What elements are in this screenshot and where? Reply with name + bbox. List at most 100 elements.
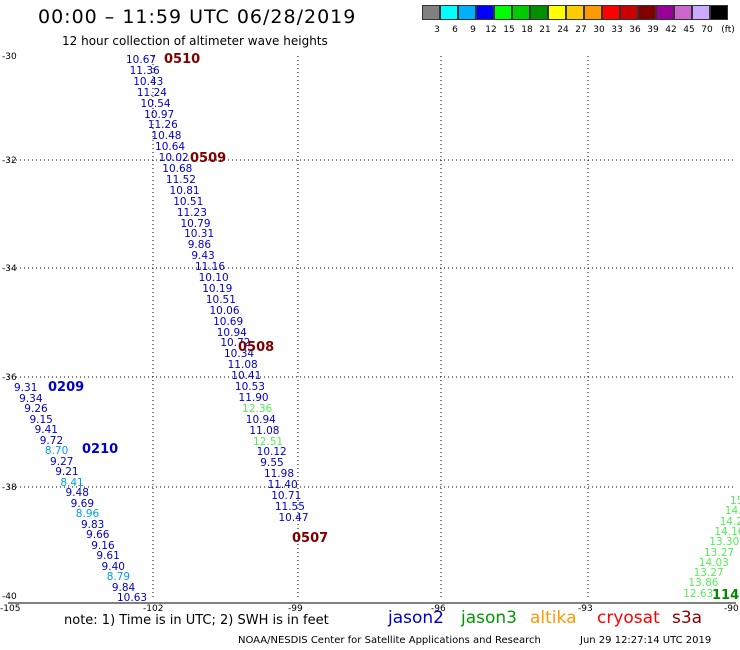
wave-height-value: 10.12 (256, 446, 287, 459)
wave-height-value: 10.06 (209, 304, 240, 317)
wave-height-value: 11.52 (165, 173, 196, 186)
legend-label: 6 (452, 25, 458, 35)
pass-time-label: 0209 (48, 380, 85, 395)
legend-swatch (602, 5, 620, 20)
legend-swatch (566, 5, 584, 20)
wave-height-value: 9.26 (24, 403, 48, 415)
wave-height-value: 10.34 (224, 348, 255, 361)
legend-label: 36 (629, 25, 641, 35)
page-subtitle: 12 hour collection of altimeter wave hei… (62, 34, 328, 48)
wave-height-value: 9.27 (50, 455, 74, 468)
legend-label: 70 (701, 25, 713, 35)
pass-time-label: 0508 (238, 340, 275, 355)
latitude-label: -32 (2, 156, 17, 166)
legend-label: 24 (557, 25, 569, 35)
wave-height-value: 10.53 (234, 381, 265, 393)
legend-unit: (ft) (721, 25, 735, 35)
legend-label: 27 (575, 25, 587, 35)
legend-swatch (512, 5, 530, 20)
wave-height-value: 10.54 (140, 97, 171, 110)
wave-height-value: 10.47 (278, 511, 309, 524)
wave-height-value: 9.34 (19, 392, 43, 405)
legend-swatch (440, 5, 458, 20)
pass-time-label: 0210 (82, 442, 119, 457)
legend-swatch (476, 5, 494, 20)
legend-swatch (638, 5, 656, 20)
wave-height-value: 10.71 (271, 490, 302, 502)
legend-swatch (692, 5, 710, 20)
wave-height-value: 10.79 (180, 217, 211, 230)
legend-label: 45 (683, 25, 695, 35)
wave-height-value: 10.94 (216, 326, 247, 339)
wave-height-value: 14.2 (719, 515, 740, 528)
wave-height-value: 9.72 (39, 434, 64, 447)
wave-height-value: 10.43 (133, 75, 164, 88)
latitude-label: -30 (2, 52, 17, 62)
pass-time-label: 0510 (164, 52, 201, 67)
wave-height-value: 11.36 (129, 64, 160, 77)
wave-height-value: 10.81 (169, 184, 200, 197)
wave-height-value: 10.72 (220, 337, 251, 350)
legend-label: 18 (521, 25, 533, 35)
legend-label: 3 (434, 25, 440, 35)
legend-label: 39 (647, 25, 659, 35)
wave-height-value: 10.63 (117, 592, 148, 604)
wave-height-value: 10.67 (126, 54, 157, 66)
wave-height-value: 9.55 (260, 457, 284, 470)
wave-height-value: 9.48 (65, 487, 89, 499)
wave-height-value: 10.31 (184, 228, 215, 241)
legend-swatch (530, 5, 548, 20)
legend-swatch (656, 5, 674, 20)
legend-label: 30 (593, 25, 605, 35)
wave-height-value: 11.08 (227, 359, 258, 372)
wave-height-value: 9.83 (80, 518, 105, 531)
legend-swatch (620, 5, 638, 20)
wave-height-value: 10.51 (205, 293, 236, 306)
wave-height-value: 11.24 (136, 86, 167, 99)
wave-height-value: 8.96 (75, 508, 100, 520)
wave-height-value: 9.16 (91, 539, 115, 552)
wave-height-value: 13.27 (693, 567, 724, 580)
wave-height-value: 14.16 (714, 525, 740, 538)
wave-height-value: 8.41 (60, 476, 84, 489)
wave-height-value: 14.03 (698, 556, 729, 569)
satellite-label: s3a (672, 608, 703, 628)
wave-height-value: 10.97 (144, 108, 175, 121)
wave-height-value: 8.70 (44, 445, 69, 457)
wave-height-value: 9.21 (55, 466, 79, 478)
wave-height-value: 9.41 (34, 424, 58, 436)
latitude-label: -34 (2, 264, 17, 274)
legend-swatch (548, 5, 566, 20)
wave-height-value: 10.51 (173, 195, 204, 208)
pass-time-label: 0507 (292, 531, 329, 546)
wave-height-value: 11.55 (274, 500, 305, 513)
legend-label: 21 (539, 25, 551, 35)
latitude-label: -40 (2, 592, 17, 602)
wave-height-value: 10.10 (198, 272, 229, 284)
wave-height-value: 11.16 (194, 261, 226, 274)
wave-height-value: 10.94 (245, 413, 276, 426)
pass-time-label: 114: (712, 588, 740, 603)
longitude-label: -105 (0, 604, 21, 614)
wave-height-value: 12.36 (242, 402, 273, 415)
satellite-label: jason3 (461, 608, 517, 628)
wave-height-value: 11.40 (267, 479, 298, 492)
latitude-label: -36 (2, 373, 17, 383)
wave-height-value: 12.51 (253, 435, 284, 448)
wave-height-value: 13.86 (688, 577, 719, 590)
legend-label: 15 (503, 25, 515, 35)
legend-swatch (674, 5, 692, 20)
wave-height-value: 9.86 (187, 239, 212, 252)
wave-height-value: 11.23 (176, 206, 207, 219)
wave-height-value: 9.84 (111, 581, 136, 594)
wave-height-value: 9.15 (29, 413, 53, 426)
wave-height-value: 9.40 (101, 560, 125, 573)
legend-swatch (422, 5, 440, 20)
wave-height-value: 10.41 (231, 370, 262, 383)
satellite-label: altika (530, 608, 577, 628)
wave-height-value: 11.98 (263, 468, 294, 481)
pass-time-label: 0509 (190, 151, 227, 166)
legend-label: 33 (611, 25, 623, 35)
wave-height-value: 9.66 (86, 529, 110, 541)
